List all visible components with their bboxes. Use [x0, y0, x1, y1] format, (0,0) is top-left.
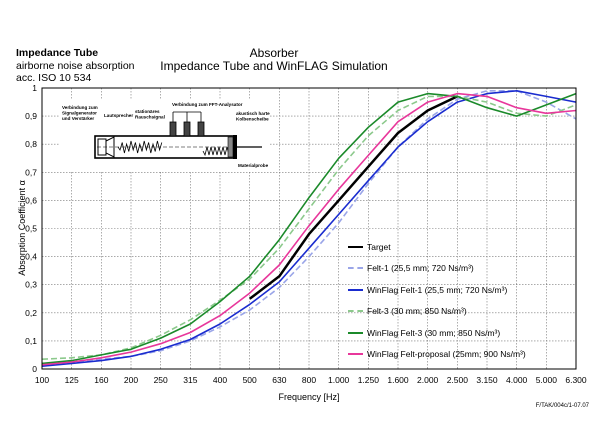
x-tick-label: 3.150	[476, 375, 498, 385]
legend-label: WinFlag Felt-1 (25,5 mm; 720 Ns/m³)	[367, 284, 508, 295]
series-lines	[41, 90, 577, 367]
x-tick-labels: 100 125 160 200 250 315 400 500 630 800 1.000 1.250…	[35, 375, 587, 385]
x-tick-label: 2.000	[417, 375, 439, 385]
legend-label: WinFlag Felt-3 (30 mm; 850 Ns/m³)	[367, 327, 501, 338]
x-tick-label: 6.300	[565, 375, 587, 385]
x-tick-label: 200	[124, 375, 138, 385]
legend-entry: Felt-1 (25,5 mm; 720 Ns/m³)	[348, 258, 526, 280]
y-tick-label: 0,5	[25, 224, 37, 234]
y-tick-label: 0,7	[25, 167, 37, 177]
legend-swatch	[348, 288, 363, 291]
series-line	[248, 95, 458, 300]
y-tick-label: 0,4	[25, 252, 37, 262]
label-piston-disk: akustisch harte Kolbenscheibe	[236, 111, 270, 122]
legend-swatch	[348, 331, 363, 334]
corner-note: Impedance Tube airborne noise absorption…	[16, 47, 135, 85]
noise-wave	[117, 140, 163, 154]
speaker-cone	[105, 136, 115, 158]
reflected-wave	[202, 146, 232, 157]
impedance-tube-schematic: Verbindung zum Signalgenerator und Verstär…	[60, 100, 270, 172]
legend-entry: WinFlag Felt-proposal (25mm; 900 Ns/m³)	[348, 344, 526, 366]
label-material-sample: Materialprobe	[238, 163, 269, 168]
y-tick-label: 0	[32, 364, 37, 374]
x-tick-label: 800	[302, 375, 316, 385]
x-tick-label: 125	[65, 375, 79, 385]
label-fft-analyzer: Verbindung zum FFT-Analysator	[172, 102, 243, 107]
series-line	[41, 92, 577, 365]
x-tick-label: 2.500	[447, 375, 469, 385]
legend-label: Target	[367, 241, 391, 252]
label-speaker: Lautsprecher	[104, 113, 133, 118]
y-tick-labels: 0 0,1 0,2 0,3 0,4 0,5 0,6 0,7 0,8 0,9 1	[25, 83, 37, 374]
series-line	[41, 92, 577, 366]
legend-label: Felt-1 (25,5 mm; 720 Ns/m³)	[367, 263, 474, 274]
corner-line-1: airborne noise absorption	[16, 59, 135, 72]
x-tick-label: 500	[243, 375, 257, 385]
x-axis-label: Frequency [Hz]	[278, 392, 339, 402]
piston-disk	[233, 135, 237, 159]
corner-title: Impedance Tube	[16, 47, 99, 59]
legend-swatch	[348, 245, 363, 248]
x-tick-label: 5.000	[536, 375, 558, 385]
legend-label: WinFlag Felt-proposal (25mm; 900 Ns/m³)	[367, 349, 526, 360]
series-line	[41, 90, 577, 365]
y-axis-label: Absorption Coefficient α	[17, 180, 27, 276]
legend-swatch	[348, 267, 363, 270]
chart-subtitle: Impedance Tube and WinFLAG Simulation	[160, 59, 387, 73]
legend-entry: Felt-3 (30 mm; 850 Ns/m³)	[348, 301, 526, 323]
legend-entry: WinFlag Felt-1 (25,5 mm; 720 Ns/m³)	[348, 279, 526, 301]
x-tick-label: 630	[272, 375, 286, 385]
x-tick-label: 100	[35, 375, 49, 385]
y-tick-label: 0,1	[25, 336, 37, 346]
legend-swatch	[348, 310, 363, 313]
legend-label: Felt-3 (30 mm; 850 Ns/m³)	[367, 306, 467, 317]
footnote: F/TAK/004c/1-07.07	[535, 403, 589, 409]
label-noise-signal: stationäres Rauschsignal	[135, 109, 165, 120]
plot-frame	[41, 87, 577, 370]
label-signal-generator: Verbindung zum Signalgenerator und Verstär…	[62, 105, 98, 121]
y-tick-label: 0,8	[25, 139, 37, 149]
microphone	[197, 121, 205, 137]
y-tick-label: 0,6	[25, 195, 37, 205]
x-tick-label: 4.000	[506, 375, 528, 385]
x-tick-label: 315	[183, 375, 197, 385]
legend-entry: Target	[348, 236, 526, 258]
legend: Target Felt-1 (25,5 mm; 720 Ns/m³) WinFlag…	[348, 236, 526, 365]
x-tick-label: 1.000	[328, 375, 350, 385]
legend-entry: WinFlag Felt-3 (30 mm; 850 Ns/m³)	[348, 322, 526, 344]
material-sample	[227, 136, 234, 158]
x-tick-label: 160	[94, 375, 108, 385]
microphone	[169, 121, 177, 137]
series-line	[41, 90, 577, 367]
microphone	[183, 121, 191, 137]
y-tick-label: 0,2	[25, 308, 37, 318]
y-tick-label: 0,3	[25, 280, 37, 290]
corner-line-2: acc. ISO 10 534	[16, 72, 92, 84]
x-tick-label: 1.250	[358, 375, 380, 385]
legend-swatch	[348, 353, 363, 356]
x-tick-label: 400	[213, 375, 227, 385]
y-tick-label: 1	[32, 83, 37, 93]
series-line	[41, 95, 577, 360]
x-tick-label: 1.600	[387, 375, 409, 385]
chart-title: Absorber	[250, 46, 299, 60]
y-tick-label: 0,9	[25, 111, 37, 121]
x-tick-label: 250	[154, 375, 168, 385]
